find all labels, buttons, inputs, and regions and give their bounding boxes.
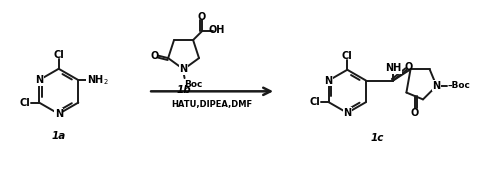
Text: 1b: 1b bbox=[176, 85, 191, 95]
Text: O: O bbox=[150, 51, 159, 61]
Text: 1c: 1c bbox=[370, 133, 384, 143]
Text: O: O bbox=[411, 108, 419, 118]
Text: Boc: Boc bbox=[184, 80, 203, 89]
Text: N: N bbox=[179, 64, 188, 74]
Text: N: N bbox=[432, 81, 441, 91]
Text: N: N bbox=[55, 109, 63, 119]
Text: Cl: Cl bbox=[310, 97, 320, 107]
Text: O: O bbox=[405, 62, 413, 72]
Text: Cl: Cl bbox=[20, 98, 31, 108]
Text: 1a: 1a bbox=[52, 131, 66, 141]
Text: O: O bbox=[198, 12, 206, 21]
Text: OH: OH bbox=[209, 25, 225, 35]
Text: –Boc: –Boc bbox=[448, 81, 471, 90]
Text: N: N bbox=[35, 75, 43, 85]
Text: N: N bbox=[324, 76, 333, 86]
Text: NH$_2$: NH$_2$ bbox=[87, 73, 108, 87]
Text: Cl: Cl bbox=[53, 50, 64, 60]
Text: N: N bbox=[343, 108, 352, 118]
Text: HATU,DIPEA,DMF: HATU,DIPEA,DMF bbox=[172, 100, 252, 109]
Text: Cl: Cl bbox=[342, 51, 352, 61]
Text: NH: NH bbox=[385, 63, 401, 73]
